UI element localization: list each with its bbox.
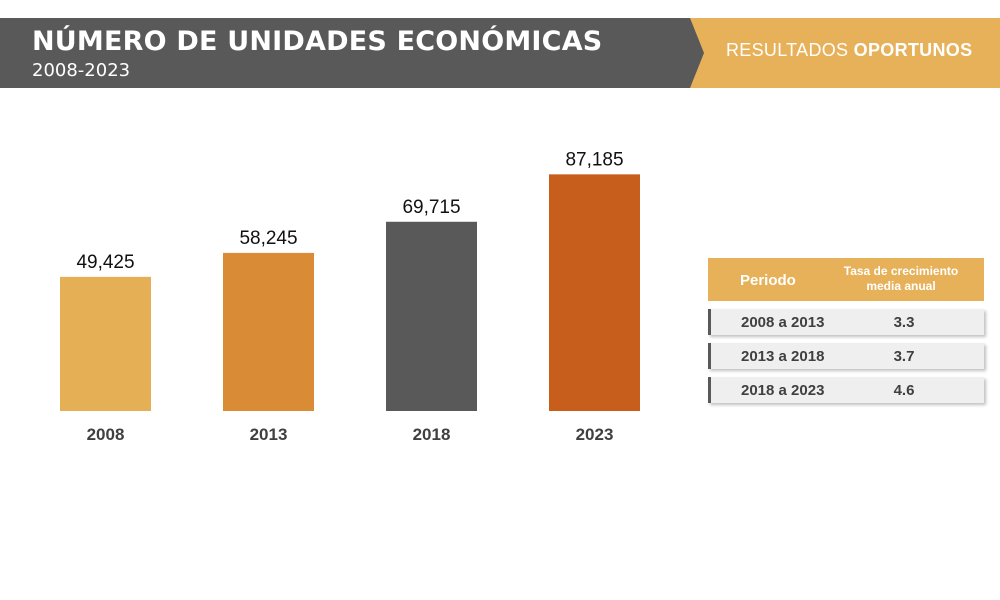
header-rate: Tasa de crecimiento media anual (843, 264, 959, 293)
row-rate: 3.7 (893, 348, 915, 365)
table-row: 2013 a 2018 3.7 (708, 343, 984, 369)
bar-2018 (386, 221, 477, 411)
value-label: 69,715 (402, 197, 460, 218)
row-rate: 3.3 (893, 314, 915, 331)
results-badge: RESULTADOS OPORTUNOS (690, 18, 1000, 88)
bar-2023 (549, 174, 640, 411)
category-label: 2018 (413, 425, 451, 444)
bar-chart: 49,425 2008 58,245 2013 69,715 2018 87,185 2023 (60, 149, 640, 444)
badge-text: RESULTADOS OPORTUNOS (726, 40, 972, 61)
table-row: 2008 a 2013 3.3 (708, 309, 984, 335)
value-label: 49,425 (76, 252, 134, 273)
row-rate: 4.6 (893, 382, 915, 399)
row-period: 2013 a 2018 (741, 348, 825, 365)
bar-2008 (60, 276, 151, 411)
header-title-panel: NÚMERO DE UNIDADES ECONÓMICAS 2008-2023 (0, 18, 705, 88)
header-period: Periodo (740, 272, 796, 289)
table-header: Periodo Tasa de crecimiento media anual (708, 258, 984, 301)
table-row: 2018 a 2023 4.6 (708, 377, 984, 403)
page-title: NÚMERO DE UNIDADES ECONÓMICAS (32, 26, 603, 57)
badge-prefix: RESULTADOS (726, 40, 854, 60)
row-period: 2008 a 2013 (741, 314, 825, 331)
value-label: 87,185 (565, 149, 623, 170)
category-label: 2023 (576, 425, 614, 444)
value-label: 58,245 (239, 228, 297, 249)
category-label: 2013 (250, 425, 288, 444)
page-subtitle: 2008-2023 (32, 60, 131, 81)
badge-bold: OPORTUNOS (853, 40, 973, 60)
growth-table: Periodo Tasa de crecimiento media anual … (708, 258, 984, 403)
category-label: 2008 (87, 425, 125, 444)
bar-2013 (223, 252, 314, 411)
header: NÚMERO DE UNIDADES ECONÓMICAS 2008-2023 … (0, 18, 1000, 88)
row-period: 2018 a 2023 (741, 382, 825, 399)
